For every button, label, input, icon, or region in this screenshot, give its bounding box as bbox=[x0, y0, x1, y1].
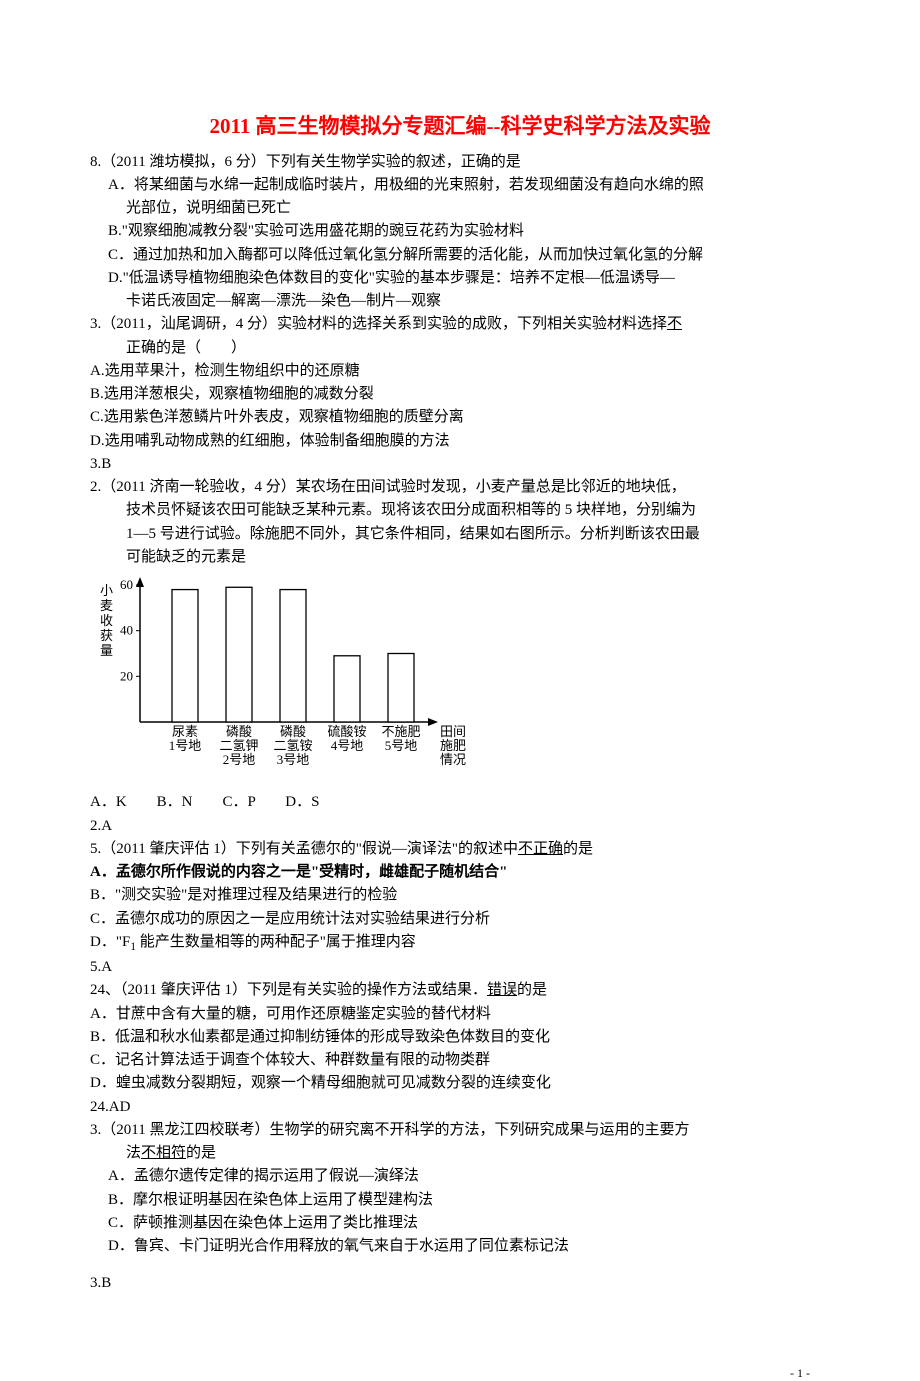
svg-text:20: 20 bbox=[120, 668, 133, 683]
q24-stem-underline: 错误 bbox=[487, 982, 517, 998]
q3a-stem-line2: 正确的是（ ） bbox=[90, 337, 830, 360]
svg-text:尿素: 尿素 bbox=[172, 724, 198, 739]
q3b-opt-b: B．摩尔根证明基因在染色体上运用了模型建构法 bbox=[90, 1189, 830, 1212]
q24-opt-d: D．蝗虫减数分裂期短，观察一个精母细胞就可见减数分裂的连续变化 bbox=[90, 1072, 830, 1095]
svg-text:不施肥: 不施肥 bbox=[381, 724, 420, 739]
svg-text:二氢钾: 二氢钾 bbox=[219, 738, 258, 753]
q3b-opt-a: A．孟德尔遗传定律的揭示运用了假说—演绎法 bbox=[90, 1165, 830, 1188]
q5-answer: 5.A bbox=[90, 956, 830, 979]
q3a-opt-c: C.选用紫色洋葱鳞片叶外表皮，观察植物细胞的质壁分离 bbox=[90, 406, 830, 429]
svg-text:2号地: 2号地 bbox=[223, 752, 256, 767]
svg-text:收: 收 bbox=[100, 613, 113, 628]
svg-text:获: 获 bbox=[100, 628, 113, 643]
bar-chart: 604020小麦收获量尿素1号地磷酸二氢钾2号地磷酸二氢铵3号地硫酸铵4号地不施… bbox=[90, 577, 830, 785]
document-page: 2011 高三生物模拟分专题汇编--科学史科学方法及实验 8.（2011 潍坊模… bbox=[0, 0, 920, 1356]
svg-text:硫酸铵: 硫酸铵 bbox=[327, 724, 366, 739]
q3b-stem-line2: 法不相符的是 bbox=[90, 1142, 830, 1165]
q3b-opt-d: D．鲁宾、卡门证明光合作用释放的氧气来自于水运用了同位素标记法 bbox=[90, 1235, 830, 1258]
svg-text:40: 40 bbox=[120, 623, 133, 638]
q3b-stem-cont: 法 bbox=[126, 1145, 141, 1161]
q24-stem-post: 的是 bbox=[517, 982, 547, 998]
q8-opt-a-line1: A．将某细菌与水绵一起制成临时装片，用极细的光束照射，若发现细菌没有趋向水绵的照 bbox=[90, 174, 830, 197]
q24-answer: 24.AD bbox=[90, 1096, 830, 1119]
q8-opt-d-line1: D."低温诱导植物细胞染色体数目的变化"实验的基本步骤是：培养不定根—低温诱导— bbox=[90, 267, 830, 290]
q24-stem-pre: 24、（2011 肇庆评估 1）下列是有关实验的操作方法或结果． bbox=[90, 982, 487, 998]
q24-stem: 24、（2011 肇庆评估 1）下列是有关实验的操作方法或结果．错误的是 bbox=[90, 979, 830, 1002]
svg-text:磷酸: 磷酸 bbox=[280, 724, 306, 739]
q3a-opt-d: D.选用哺乳动物成熟的红细胞，体验制备细胞膜的方法 bbox=[90, 430, 830, 453]
q5-opt-a: A．孟德尔所作假说的内容之一是"受精时，雌雄配子随机结合" bbox=[90, 861, 830, 884]
q3a-stem-text1: 3.（2011，汕尾调研，4 分）实验材料的选择关系到实验的成败，下列相关实验材… bbox=[90, 316, 667, 332]
svg-text:小: 小 bbox=[100, 583, 113, 598]
q5-stem-underline: 不正确 bbox=[518, 841, 563, 857]
svg-text:4号地: 4号地 bbox=[331, 738, 364, 753]
q2-answer: 2.A bbox=[90, 815, 830, 838]
svg-text:田间: 田间 bbox=[440, 724, 466, 739]
q5-stem: 5.（2011 肇庆评估 1）下列有关孟德尔的"假说—演译法"的叙述中不正确的是 bbox=[90, 838, 830, 861]
svg-text:情况: 情况 bbox=[440, 752, 466, 767]
bar-chart-svg: 604020小麦收获量尿素1号地磷酸二氢钾2号地磷酸二氢铵3号地硫酸铵4号地不施… bbox=[90, 577, 480, 777]
q3b-answer: 3.B bbox=[90, 1272, 830, 1295]
q2-stem-line2: 技术员怀疑该农田可能缺乏某种元素。现将该农田分成面积相等的 5 块样地，分别编为 bbox=[90, 499, 830, 522]
q5-opt-b: B．"测交实验"是对推理过程及结果进行的检验 bbox=[90, 884, 830, 907]
q3b-stem-post: 的是 bbox=[186, 1145, 216, 1161]
q24-opt-a: A．甘蔗中含有大量的糖，可用作还原糖鉴定实验的替代材料 bbox=[90, 1003, 830, 1026]
q24-opt-b: B．低温和秋水仙素都是通过抑制纺锤体的形成导致染色体数目的变化 bbox=[90, 1026, 830, 1049]
q5-stem-post: 的是 bbox=[563, 841, 593, 857]
svg-text:60: 60 bbox=[120, 577, 133, 592]
q3b-stem-line1: 3.（2011 黑龙江四校联考）生物学的研究离不开科学的方法，下列研究成果与运用… bbox=[90, 1119, 830, 1142]
q2-stem-line3: 1—5 号进行试验。除施肥不同外，其它条件相同，结果如右图所示。分析判断该农田最 bbox=[90, 523, 830, 546]
q8-opt-a-line2: 光部位，说明细菌已死亡 bbox=[90, 197, 830, 220]
q24-opt-c: C．记名计算法适于调查个体较大、种群数量有限的动物类群 bbox=[90, 1049, 830, 1072]
q5-stem-pre: 5.（2011 肇庆评估 1）下列有关孟德尔的"假说—演译法"的叙述中 bbox=[90, 841, 518, 857]
svg-text:量: 量 bbox=[100, 643, 113, 658]
svg-text:磷酸: 磷酸 bbox=[226, 724, 252, 739]
q5-d-pre: D．"F bbox=[90, 934, 130, 950]
svg-text:麦: 麦 bbox=[100, 598, 113, 613]
q5-d-post: 能产生数量相等的两种配子"属于推理内容 bbox=[136, 934, 416, 950]
page-footer: - 1 - bbox=[0, 1356, 920, 1381]
q5-opt-c: C．孟德尔成功的原因之一是应用统计法对实验结果进行分析 bbox=[90, 908, 830, 931]
q3a-stem-line1: 3.（2011，汕尾调研，4 分）实验材料的选择关系到实验的成败，下列相关实验材… bbox=[90, 313, 830, 336]
svg-text:3号地: 3号地 bbox=[277, 752, 310, 767]
q2-options: A．K B．N C．P D．S bbox=[90, 791, 830, 814]
q8-stem: 8.（2011 潍坊模拟，6 分）下列有关生物学实验的叙述，正确的是 bbox=[90, 151, 830, 174]
q3a-opt-a: A.选用苹果汁，检测生物组织中的还原糖 bbox=[90, 360, 830, 383]
q2-stem-line1: 2.（2011 济南一轮验收，4 分）某农场在田间试验时发现，小麦产量总是比邻近… bbox=[90, 476, 830, 499]
q8-opt-d-line2: 卡诺氏液固定—解离—漂洗—染色—制片—观察 bbox=[90, 290, 830, 313]
q8-opt-b: B."观察细胞减教分裂"实验可选用盛花期的豌豆花药为实验材料 bbox=[90, 220, 830, 243]
q3a-answer: 3.B bbox=[90, 453, 830, 476]
q5-opt-d: D．"F1 能产生数量相等的两种配子"属于推理内容 bbox=[90, 931, 830, 956]
svg-text:二氢铵: 二氢铵 bbox=[273, 738, 312, 753]
document-title: 2011 高三生物模拟分专题汇编--科学史科学方法及实验 bbox=[90, 110, 830, 143]
q3b-stem-underline: 不相符 bbox=[141, 1145, 186, 1161]
svg-text:施肥: 施肥 bbox=[440, 738, 466, 753]
q3a-stem-underline: 不 bbox=[667, 316, 682, 332]
q2-stem-line4: 可能缺乏的元素是 bbox=[90, 546, 830, 569]
q3b-opt-c: C．萨顿推测基因在染色体上运用了类比推理法 bbox=[90, 1212, 830, 1235]
q8-opt-c: C．通过加热和加入酶都可以降低过氧化氢分解所需要的活化能，从而加快过氧化氢的分解 bbox=[90, 244, 830, 267]
svg-text:1号地: 1号地 bbox=[169, 738, 202, 753]
q3a-opt-b: B.选用洋葱根尖，观察植物细胞的减数分裂 bbox=[90, 383, 830, 406]
svg-text:5号地: 5号地 bbox=[385, 738, 418, 753]
spacer bbox=[90, 1258, 830, 1272]
